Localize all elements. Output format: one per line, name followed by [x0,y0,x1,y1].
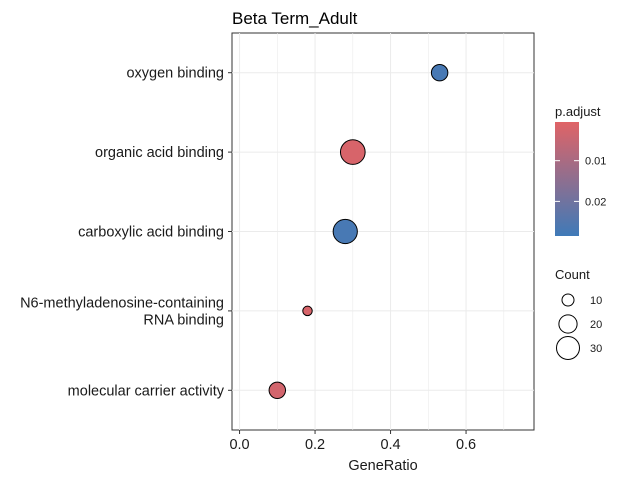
size-legend-label: 10 [590,295,602,307]
y-tick-label: N6-methyladenosine-containing [20,295,224,311]
x-tick-label: 0.6 [456,437,476,453]
y-tick-label: RNA binding [143,312,224,328]
y-tick-label: oxygen binding [126,66,224,82]
color-legend-title: p.adjust [555,104,601,119]
data-point [268,381,287,400]
color-legend-label: 0.02 [585,196,606,208]
data-point [339,139,366,165]
x-tick-label: 0.2 [305,437,325,453]
x-axis: 0.0 0.2 0.4 0.6 [229,430,476,453]
color-legend-label: 0.01 [585,156,606,168]
y-tick-label: molecular carrier activity [68,383,225,399]
size-legend-circle [561,293,575,307]
size-legend-label: 30 [590,343,602,355]
size-legend-circle [556,336,580,360]
size-legend-circle [558,314,578,334]
y-axis-labels: oxygen binding organic acid binding carbox… [20,66,232,399]
data-point [332,218,358,245]
size-legend: Count 10 20 30 [555,267,602,360]
x-tick-label: 0.0 [229,437,249,453]
y-tick-label: carboxylic acid binding [78,225,224,241]
x-axis-title: GeneRatio [348,458,417,474]
data-points [268,63,449,400]
data-point [302,305,313,317]
chart-title: Beta Term_Adult [232,9,358,28]
data-point [430,63,449,82]
color-legend-bar [555,122,579,236]
x-tick-label: 0.4 [380,437,400,453]
size-legend-title: Count [555,267,590,282]
color-legend: p.adjust 0.01 0.02 [555,104,606,236]
y-tick-label: organic acid binding [95,145,224,161]
size-legend-label: 20 [590,319,602,331]
